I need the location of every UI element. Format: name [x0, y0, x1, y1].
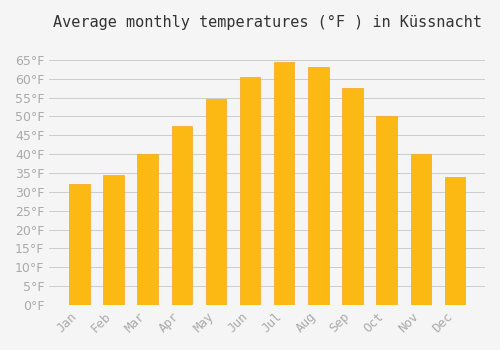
- Bar: [444, 177, 465, 305]
- Title: Average monthly temperatures (°F ) in Küssnacht: Average monthly temperatures (°F ) in Kü…: [52, 15, 482, 30]
- Bar: [410, 154, 431, 305]
- Bar: [69, 184, 89, 305]
- Bar: [342, 88, 363, 305]
- Bar: [274, 62, 294, 305]
- Bar: [308, 67, 328, 305]
- Bar: [376, 116, 397, 305]
- Bar: [104, 175, 124, 305]
- Bar: [172, 126, 192, 305]
- Bar: [206, 99, 226, 305]
- Bar: [138, 154, 158, 305]
- Bar: [240, 77, 260, 305]
